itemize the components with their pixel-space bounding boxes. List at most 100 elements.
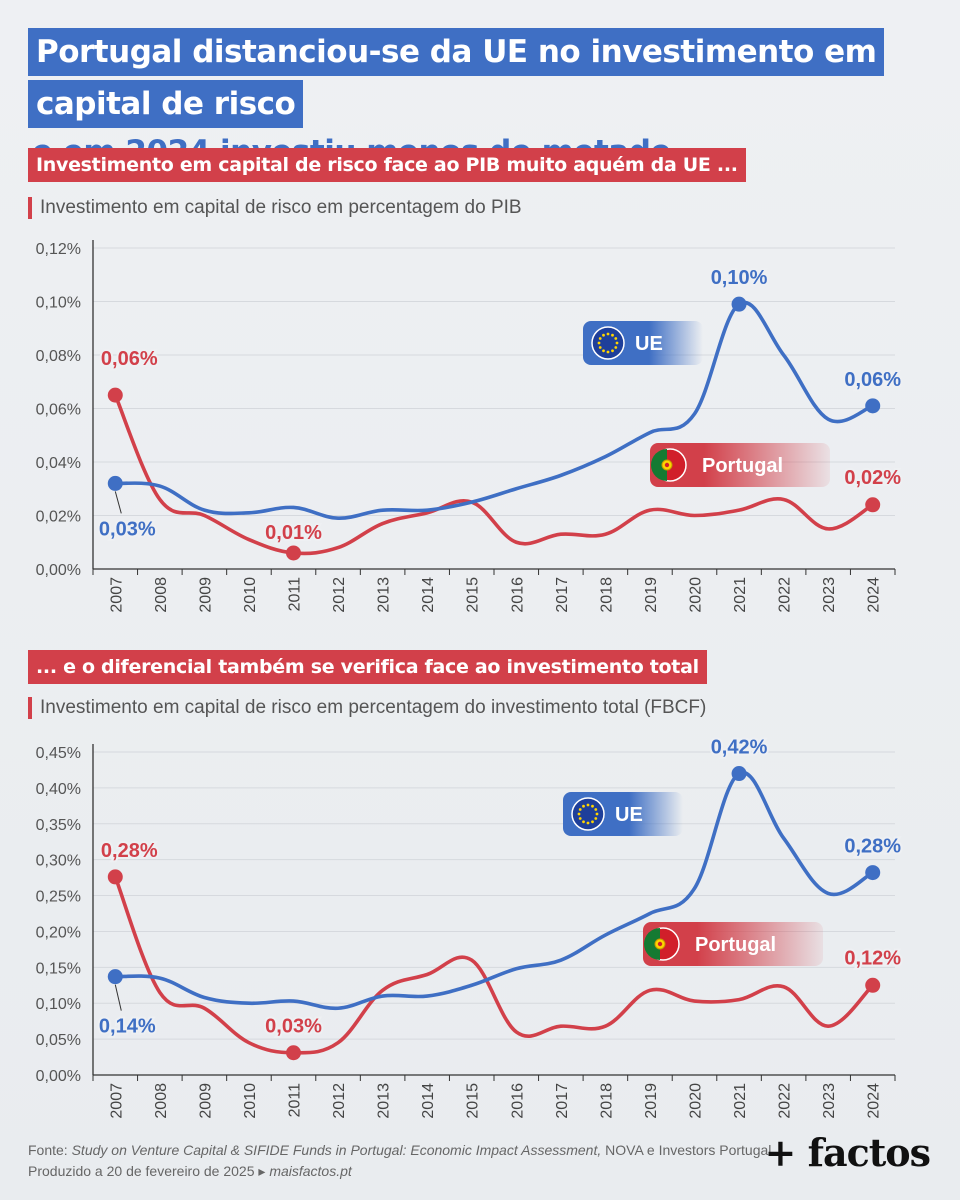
data-label: 0,06% <box>844 369 901 391</box>
legend-ue: UE <box>563 792 683 836</box>
portugal-flag-green <box>651 449 667 481</box>
x-tick-label: 2012 <box>331 1083 348 1119</box>
x-tick-label: 2012 <box>331 577 348 613</box>
data-label: 0,03% <box>265 1016 322 1038</box>
data-point-portugal <box>286 545 301 561</box>
y-tick-label: 0,25% <box>36 889 81 906</box>
label-leader <box>114 984 122 1011</box>
x-tick-label: 2014 <box>420 1083 437 1119</box>
data-label: 0,06% <box>101 348 158 370</box>
eu-flag-star <box>594 817 598 820</box>
data-point-portugal <box>865 977 881 993</box>
eu-flag-icon <box>591 326 625 360</box>
data-label: 0,14% <box>99 1016 156 1038</box>
y-tick-label: 0,05% <box>36 1032 81 1049</box>
legend-portugal-label: Portugal <box>702 455 783 477</box>
data-label: 0,10% <box>711 267 768 289</box>
data-label: 0,28% <box>844 836 901 858</box>
x-tick-label: 2010 <box>242 1083 259 1119</box>
eu-flag-star <box>602 349 605 353</box>
site-link[interactable]: maisfactos.pt <box>269 1163 352 1179</box>
eu-flag-star <box>606 332 610 336</box>
y-tick-label: 0,20% <box>36 924 81 941</box>
x-tick-label: 2020 <box>688 577 705 613</box>
x-tick-label: 2019 <box>643 577 660 613</box>
eu-flag-star <box>602 333 605 337</box>
eu-flag-star <box>586 821 590 825</box>
x-tick-label: 2009 <box>197 1083 214 1119</box>
eu-flag-star <box>578 808 582 811</box>
eu-flag-disc <box>571 797 605 831</box>
source-prefix: Fonte: <box>28 1142 72 1158</box>
legend-portugal: Portugal <box>650 443 830 487</box>
label-leader <box>114 491 122 514</box>
data-point-ue <box>865 865 881 881</box>
x-tick-label: 2023 <box>821 1083 838 1119</box>
eu-flag-disc <box>591 326 625 360</box>
y-tick-label: 0,40% <box>36 781 81 798</box>
x-tick-label: 2017 <box>554 577 571 613</box>
source-footer: Fonte: Study on Venture Capital & SIFIDE… <box>28 1140 771 1182</box>
x-tick-label: 2015 <box>465 577 482 613</box>
maisfactos-logo: + factos <box>764 1130 931 1175</box>
y-tick-label: 0,00% <box>36 562 81 579</box>
chart-2-subtitle: Investimento em capital de risco em perc… <box>28 697 706 719</box>
x-tick-label: 2010 <box>242 577 259 613</box>
eu-flag-icon <box>571 797 605 831</box>
chart-1-subtitle: Investimento em capital de risco em perc… <box>28 197 522 219</box>
x-tick-label: 2021 <box>732 577 749 613</box>
portugal-flag-icon <box>644 927 680 961</box>
y-tick-label: 0,45% <box>36 745 81 762</box>
y-tick-label: 0,10% <box>36 295 81 312</box>
x-tick-label: 2023 <box>821 577 838 613</box>
portugal-flag-green <box>644 928 660 960</box>
source-rest: NOVA e Investors Portugal <box>601 1142 772 1158</box>
chart-2-fbcf: 0,00% 0,05% 0,10% 0,15% 0,20% 0,25% 0,30% 0,35%… <box>36 735 904 1119</box>
eu-flag-star <box>606 350 610 354</box>
data-label: 0,02% <box>844 467 901 489</box>
produced-date: Produzido a 20 de fevereiro de 2025 ▸ <box>28 1163 270 1179</box>
legend-portugal-bg <box>650 443 830 487</box>
eu-flag-star <box>591 820 594 824</box>
data-label: 0,28% <box>101 840 158 862</box>
eu-flag-star <box>582 804 585 808</box>
x-tick-label: 2020 <box>688 1083 705 1119</box>
eu-flag-star <box>591 804 594 808</box>
page-title: Portugal distanciou-se da UE no investim… <box>28 28 938 170</box>
data-point-portugal <box>107 387 123 403</box>
x-tick-label: 2024 <box>866 577 883 613</box>
y-tick-label: 0,00% <box>36 1068 81 1085</box>
y-tick-label: 0,15% <box>36 960 81 977</box>
portugal-flag-icon <box>651 448 687 482</box>
eu-flag-star <box>614 337 618 340</box>
eu-flag-star <box>597 341 601 345</box>
y-tick-label: 0,35% <box>36 817 81 834</box>
y-tick-label: 0,10% <box>36 996 81 1013</box>
x-tick-label: 2013 <box>376 577 393 613</box>
eu-flag-star <box>586 803 590 807</box>
series-line-ue <box>113 770 875 1011</box>
x-tick-label: 2014 <box>420 577 437 613</box>
series-line-ue <box>113 300 875 520</box>
y-tick-label: 0,12% <box>36 241 81 258</box>
x-tick-label: 2022 <box>777 577 794 613</box>
x-tick-label: 2015 <box>465 1083 482 1119</box>
x-tick-label: 2011 <box>287 577 304 612</box>
x-tick-label: 2021 <box>732 1083 749 1119</box>
chart-1-pib: 0,00% 0,02% 0,04% 0,06% 0,08% 0,10% 0,12% 2007 2… <box>36 240 903 613</box>
eu-flag-star <box>611 349 614 353</box>
eu-flag-star <box>594 808 598 811</box>
x-tick-label: 2007 <box>108 1083 125 1119</box>
data-label: 0,03% <box>99 518 156 540</box>
title-line-1: Portugal distanciou-se da UE no investim… <box>28 28 885 76</box>
series-line-portugal <box>113 875 875 1055</box>
data-point-portugal <box>865 497 881 513</box>
legend-ue: UE <box>583 321 703 365</box>
legend-portugal-bg <box>643 922 823 966</box>
data-point-portugal <box>286 1045 301 1061</box>
eu-flag-star <box>598 346 602 349</box>
portugal-flag-shield <box>664 462 670 468</box>
eu-flag-star <box>578 817 582 820</box>
y-tick-label: 0,06% <box>36 402 81 419</box>
title-line-2-highlight: capital de risco <box>28 80 304 128</box>
